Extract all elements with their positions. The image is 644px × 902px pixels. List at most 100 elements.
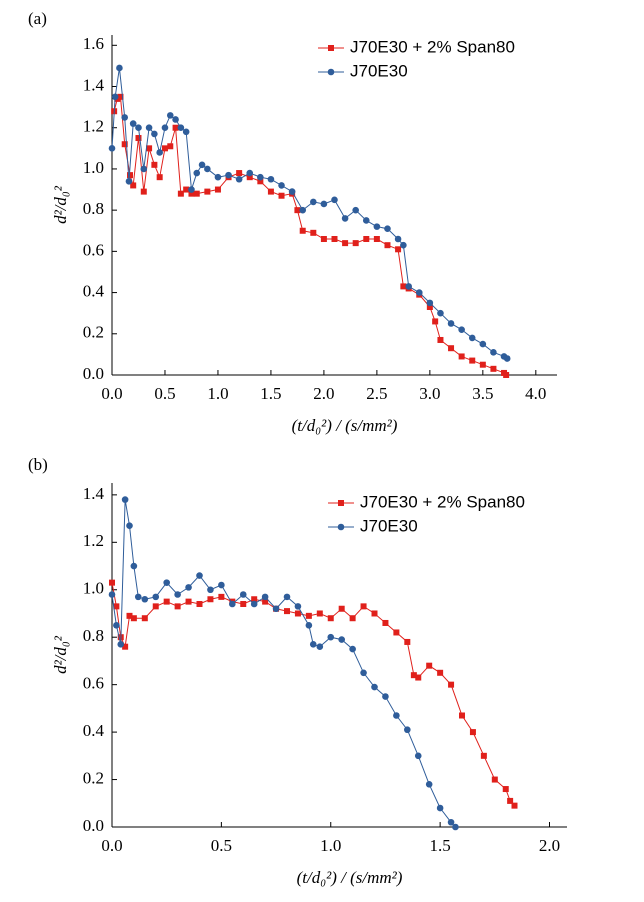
marker [108,591,116,598]
marker [151,130,158,138]
marker [371,610,378,617]
marker [479,361,486,368]
marker [459,712,465,719]
x-tick-label: 2.0 [313,384,334,403]
marker [452,823,459,831]
marker [310,198,317,206]
y-tick-label: 0.6 [83,240,104,259]
y-tick-label: 1.0 [83,158,104,177]
marker [117,641,125,648]
marker [262,598,269,605]
marker [349,615,356,622]
marker [141,615,148,622]
marker [267,188,274,195]
marker [151,161,158,168]
marker [267,175,275,183]
series-line [111,499,456,828]
marker [246,174,253,181]
marker [294,603,302,610]
marker [235,175,243,183]
marker [167,143,174,150]
y-tick-label: 1.0 [83,579,104,598]
marker [141,595,149,603]
marker [121,141,128,148]
marker [331,236,338,242]
marker [166,112,174,119]
marker [218,581,225,589]
marker [278,182,285,189]
x-axis-label: (t/d₀²) / (s/mm²) [297,868,403,887]
marker [193,190,200,197]
legend-label: J70E30 + 2% Span80 [350,37,515,56]
marker [395,246,402,253]
marker [327,615,334,622]
y-tick-label: 0.2 [83,768,104,787]
y-tick-label: 0.6 [83,674,104,693]
marker [122,643,129,650]
marker [360,603,367,610]
marker [250,600,258,608]
marker [196,600,203,607]
series-line [111,582,515,806]
marker [161,124,169,132]
marker [310,229,317,236]
marker [373,223,381,230]
marker [373,236,380,242]
y-tick-label: 0.4 [83,721,105,740]
legend-marker [337,523,345,531]
marker [177,124,185,132]
marker [437,336,444,343]
marker [393,712,400,719]
marker [152,603,159,610]
marker [261,593,269,601]
marker [305,612,312,619]
marker [130,182,137,189]
marker [400,283,407,290]
marker [426,299,434,307]
marker [491,776,498,783]
marker [384,225,391,232]
marker [404,726,411,734]
y-axis-label: d²/d₀² [51,635,70,674]
marker [447,818,455,826]
marker [174,603,181,610]
marker [479,340,487,348]
legend-label: J70E30 [350,61,408,80]
marker [480,752,487,759]
x-tick-label: 2.0 [539,836,560,855]
marker [288,188,296,195]
marker [342,240,349,247]
marker [204,188,211,195]
marker [121,114,129,121]
y-tick-label: 0.8 [83,626,104,645]
series-line [113,95,507,376]
panel-label: (b) [28,455,48,474]
series-line [111,67,508,359]
marker [404,638,411,645]
marker [362,217,370,224]
marker [251,596,258,603]
marker [503,372,510,378]
marker [384,242,391,249]
marker [299,227,306,234]
x-tick-label: 1.0 [207,384,228,403]
marker [174,591,181,598]
marker [425,780,433,788]
y-tick-label: 1.4 [83,484,105,503]
marker [405,283,412,290]
marker [360,669,367,677]
marker [349,645,356,653]
marker [437,669,444,676]
marker [272,605,280,613]
marker [432,318,439,325]
marker [352,240,359,247]
marker [188,186,195,193]
marker [283,593,291,601]
y-tick-label: 1.2 [83,531,104,550]
marker [130,562,138,570]
marker [426,304,433,310]
marker [126,522,133,530]
marker [327,633,335,641]
legend-marker [338,500,344,506]
marker [156,174,163,181]
